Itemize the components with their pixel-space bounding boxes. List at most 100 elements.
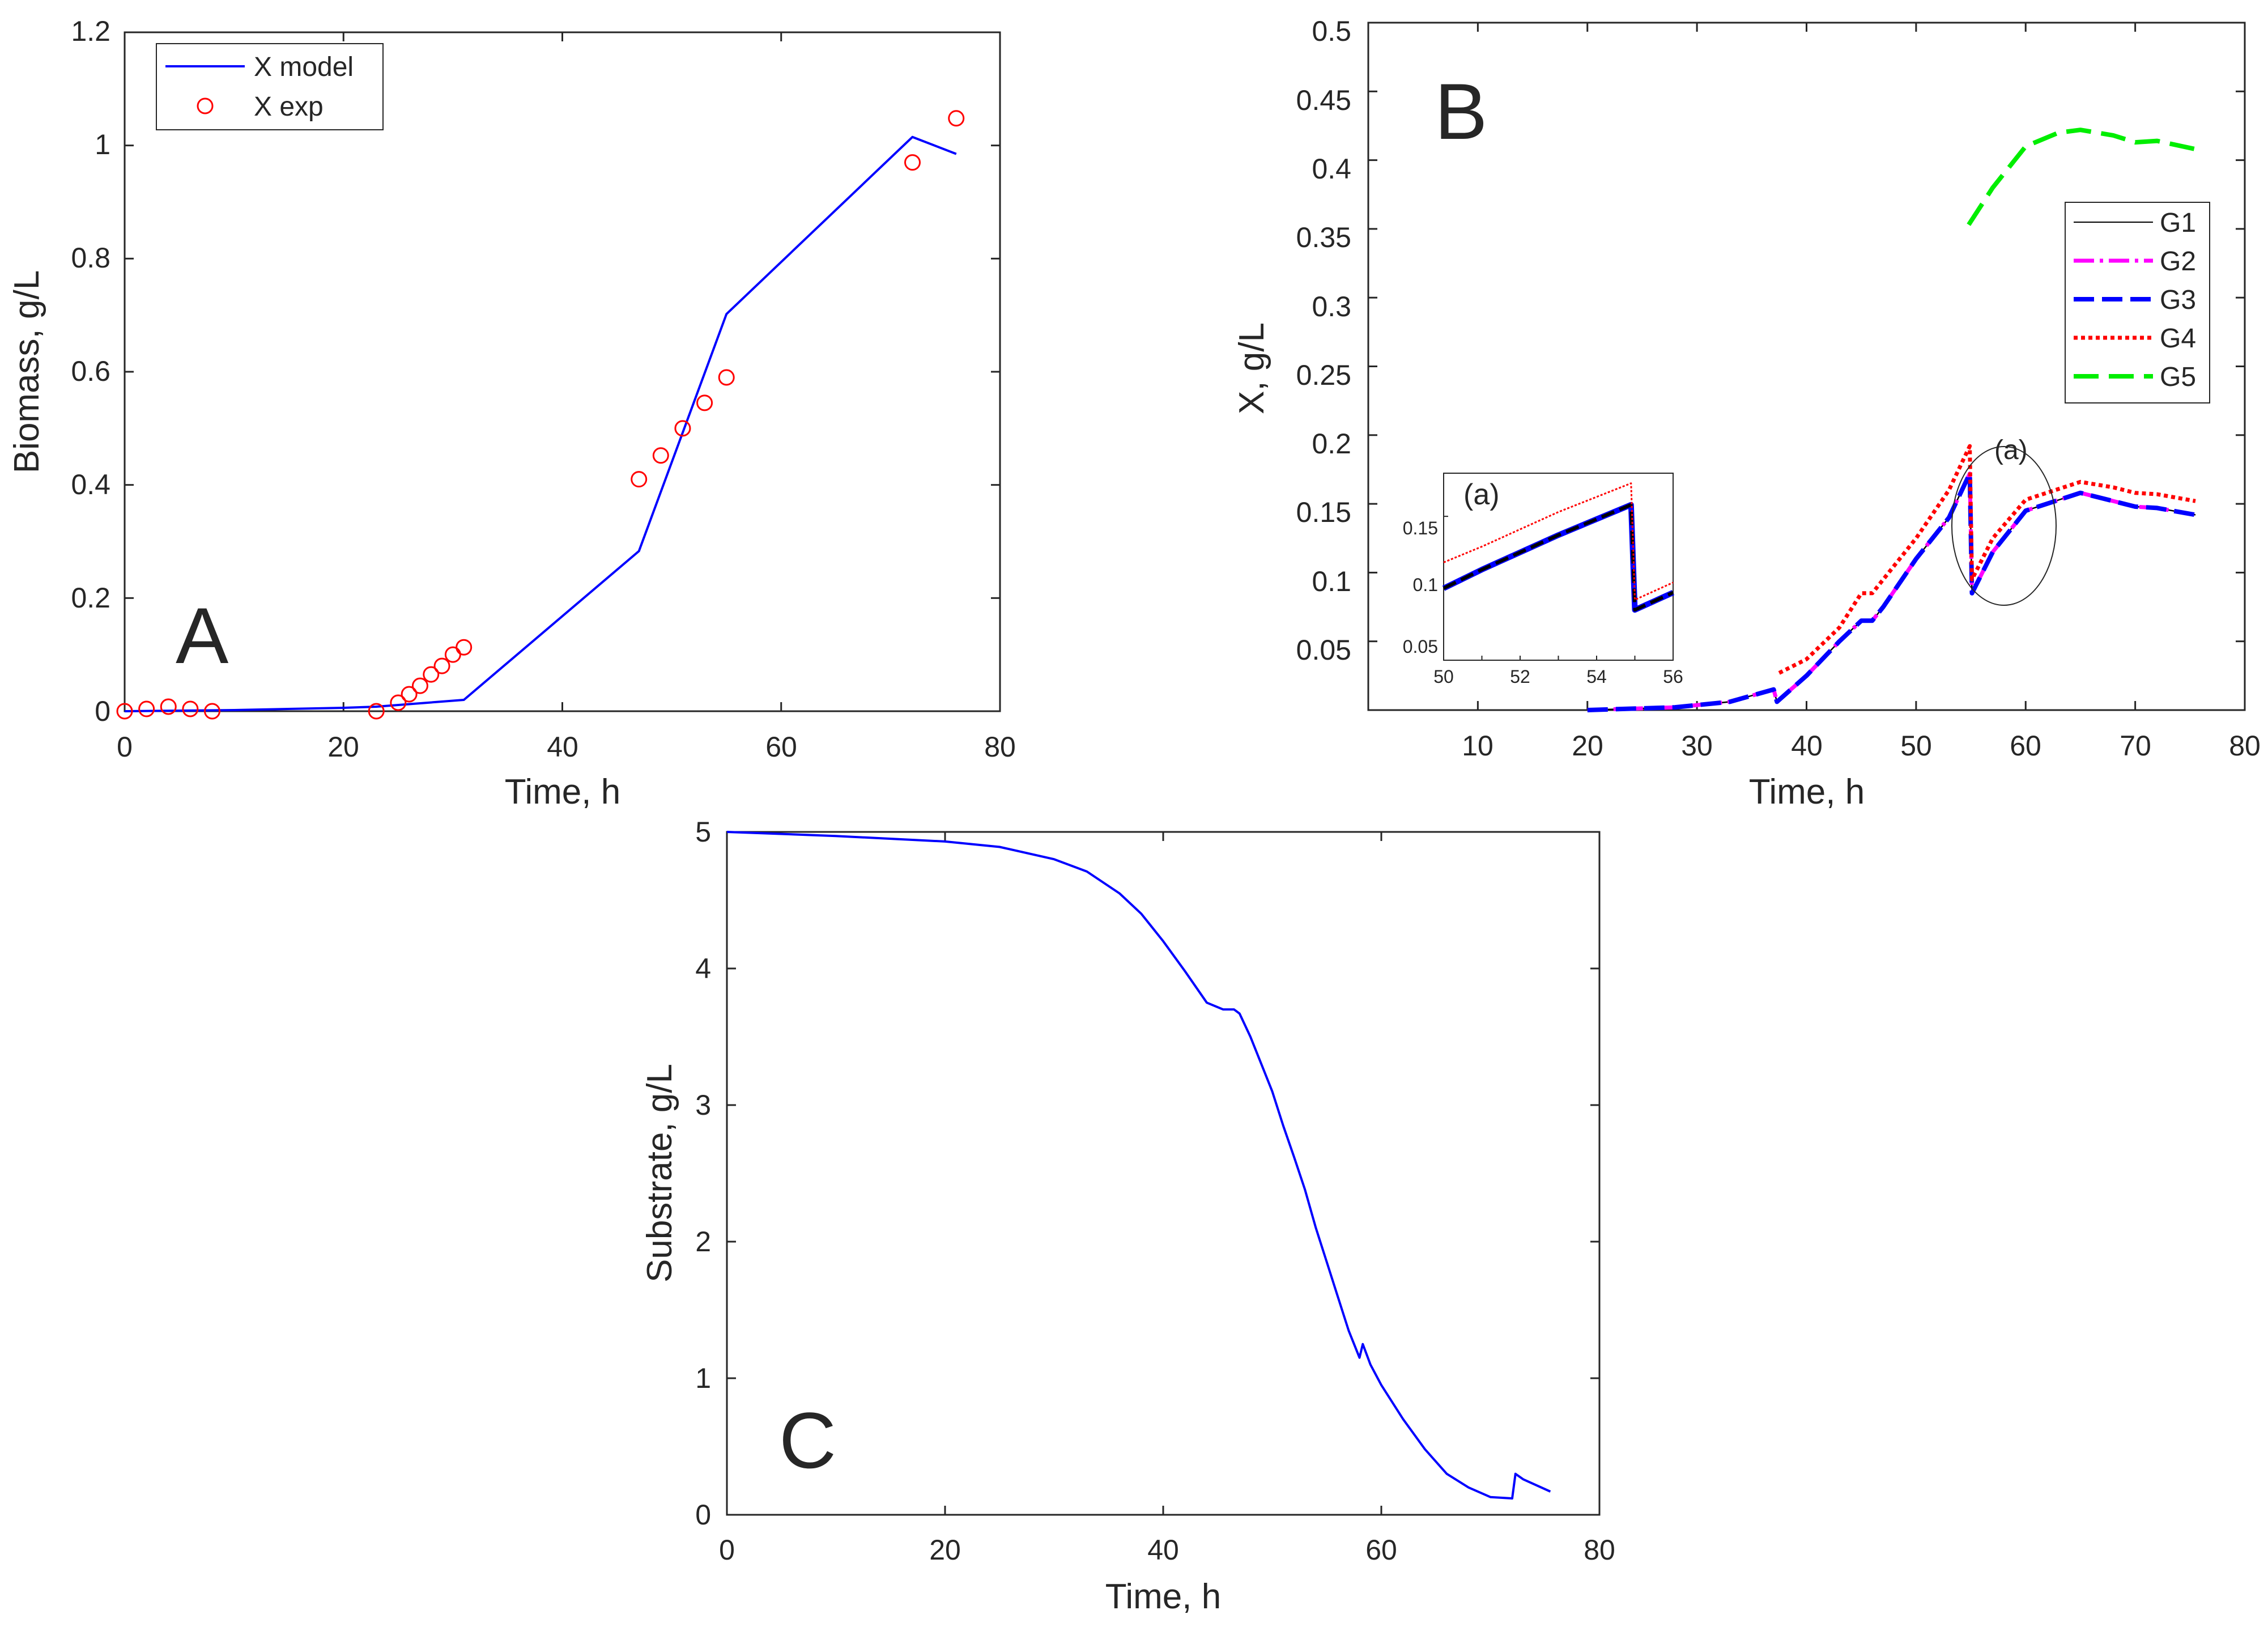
inset-g1-g3-line bbox=[1443, 503, 1674, 612]
panel-c-ytick-label: 0 bbox=[695, 1499, 711, 1531]
panel-c-xtick-label: 20 bbox=[929, 1534, 961, 1566]
inset-ytick-label: 0.15 bbox=[1403, 518, 1438, 538]
panel-b-xtick-label: 70 bbox=[2120, 730, 2151, 762]
panel-b-ytick-label: 0.3 bbox=[1312, 291, 1351, 322]
x-exp-point bbox=[116, 703, 133, 720]
x-exp-point bbox=[696, 394, 713, 411]
x-exp-point bbox=[401, 686, 418, 703]
panel-a-xtick-label: 80 bbox=[984, 731, 1016, 763]
panel-a-plot-area bbox=[116, 31, 1001, 720]
panel-b-ytick-label: 0.5 bbox=[1312, 15, 1351, 47]
panel-b-xtick-label: 50 bbox=[1900, 730, 1932, 762]
panel-b-xtick-label: 10 bbox=[1462, 730, 1493, 762]
x-exp-point bbox=[160, 698, 177, 715]
panel-b: 0.05 0.1 0.15 0.2 0.25 0.3 0.35 0.4 0.45… bbox=[1232, 15, 2261, 812]
panel-b-xtick-label: 60 bbox=[2010, 730, 2041, 762]
panel-b-ytick-label: 0.15 bbox=[1296, 496, 1351, 528]
panel-a: 0 0.2 0.4 0.6 0.8 1 1.2 0 20 40 60 80 Ti… bbox=[7, 15, 1016, 812]
inset-label: (a) bbox=[1463, 478, 1500, 511]
x-exp-point bbox=[204, 703, 220, 720]
panel-b-ytick-label: 0.4 bbox=[1312, 153, 1351, 185]
inset-xtick-label: 52 bbox=[1510, 666, 1530, 687]
panel-c-xtick-label: 80 bbox=[1584, 1534, 1615, 1566]
x-exp-point bbox=[718, 369, 735, 386]
panel-a-ytick-label: 0.4 bbox=[71, 469, 110, 500]
panel-a-ytick-label: 1.2 bbox=[71, 15, 110, 47]
panel-a-x-ticks: 0 20 40 60 80 bbox=[117, 731, 1016, 763]
panel-a-ytick-label: 1 bbox=[95, 129, 110, 160]
panel-b-ytick-label: 0.05 bbox=[1296, 634, 1351, 666]
x-exp-point bbox=[948, 110, 965, 127]
series-g3-line bbox=[1587, 471, 2196, 712]
x-exp-point bbox=[631, 471, 648, 488]
panel-a-ytick-label: 0.8 bbox=[71, 242, 110, 274]
panel-c: 0 1 2 3 4 5 0 20 40 60 80 Time, h Substr… bbox=[640, 816, 1615, 1616]
panel-a-y-axis-label: Biomass, g/L bbox=[7, 270, 46, 473]
panel-b-ytick-label: 0.45 bbox=[1296, 84, 1351, 116]
panel-b-inset: (a) 50 52 54 56 0.05 0.1 0.15 bbox=[1403, 473, 1683, 687]
panel-b-annotation-a: (a) bbox=[1994, 435, 2028, 465]
panel-b-letter: B bbox=[1435, 67, 1487, 156]
panel-a-xtick-label: 20 bbox=[327, 731, 359, 763]
x-exp-point bbox=[456, 639, 473, 656]
panel-c-xtick-label: 60 bbox=[1365, 1534, 1397, 1566]
legend-label-x-model: X model bbox=[254, 52, 354, 82]
substrate-line bbox=[726, 831, 1551, 1500]
panel-b-ytick-label: 0.25 bbox=[1296, 359, 1351, 391]
panel-a-ytick-label: 0 bbox=[95, 695, 110, 727]
panel-a-x-axis-label: Time, h bbox=[505, 772, 620, 812]
x-exp-point bbox=[368, 703, 385, 720]
x-exp-point bbox=[138, 700, 155, 717]
panel-a-xtick-label: 0 bbox=[117, 731, 133, 763]
x-exp-point bbox=[904, 154, 921, 171]
panel-a-legend: X model X exp bbox=[156, 43, 384, 130]
inset-g4-line bbox=[1443, 482, 1674, 601]
legend-swatch-x-exp bbox=[197, 97, 214, 114]
panel-b-ytick-label: 0.2 bbox=[1312, 428, 1351, 460]
x-exp-point bbox=[652, 447, 669, 464]
panel-b-ytick-label: 0.1 bbox=[1312, 566, 1351, 597]
panel-b-xtick-label: 30 bbox=[1681, 730, 1713, 762]
legend-label-g1: G1 bbox=[2160, 208, 2196, 238]
panel-b-legend: G1 G2 G3 G4 G5 bbox=[2065, 202, 2210, 403]
panel-b-legend-box bbox=[2065, 202, 2210, 403]
panel-b-xtick-label: 80 bbox=[2229, 730, 2261, 762]
inset-plot-area bbox=[1442, 482, 1675, 661]
panel-c-ytick-label: 3 bbox=[695, 1089, 711, 1121]
legend-label-g2: G2 bbox=[2160, 247, 2196, 277]
panel-a-xtick-label: 60 bbox=[765, 731, 797, 763]
legend-label-x-exp: X exp bbox=[254, 92, 324, 122]
x-model-line bbox=[124, 135, 957, 712]
inset-ytick-label: 0.05 bbox=[1403, 636, 1438, 657]
panel-c-ytick-label: 1 bbox=[695, 1362, 711, 1394]
inset-xtick-label: 54 bbox=[1586, 666, 1607, 687]
series-g4-line bbox=[1778, 444, 2196, 675]
panel-b-xtick-label: 40 bbox=[1791, 730, 1823, 762]
x-exp-point bbox=[182, 700, 199, 717]
panel-c-plot-area bbox=[726, 831, 1601, 1516]
panel-a-legend-box bbox=[156, 43, 384, 130]
inset-xtick-label: 50 bbox=[1433, 666, 1454, 687]
panel-c-letter: C bbox=[779, 1396, 836, 1485]
panel-a-y-ticks: 0 0.2 0.4 0.6 0.8 1 1.2 bbox=[71, 15, 110, 727]
panel-c-ytick-label: 5 bbox=[695, 816, 711, 848]
x-exp-point bbox=[433, 657, 450, 674]
inset-xtick-label: 56 bbox=[1663, 666, 1683, 687]
panel-b-highlight-ellipse bbox=[1951, 446, 2057, 606]
panel-b-y-axis-label: X, g/L bbox=[1232, 322, 1271, 414]
x-exp-point bbox=[390, 694, 407, 711]
panel-c-y-ticks: 0 1 2 3 4 5 bbox=[695, 816, 711, 1531]
panel-c-xtick-label: 40 bbox=[1147, 1534, 1179, 1566]
x-exp-point bbox=[411, 677, 428, 694]
panel-b-plot-area bbox=[1368, 22, 2246, 712]
x-exp-point bbox=[423, 666, 440, 683]
panel-a-xtick-label: 40 bbox=[547, 731, 578, 763]
panel-c-ytick-label: 2 bbox=[695, 1226, 711, 1258]
panel-c-ytick-label: 4 bbox=[695, 953, 711, 984]
legend-label-g4: G4 bbox=[2160, 324, 2196, 354]
legend-label-g5: G5 bbox=[2160, 362, 2196, 392]
panel-b-xtick-label: 20 bbox=[1572, 730, 1603, 762]
panel-a-ytick-label: 0.2 bbox=[71, 582, 110, 614]
